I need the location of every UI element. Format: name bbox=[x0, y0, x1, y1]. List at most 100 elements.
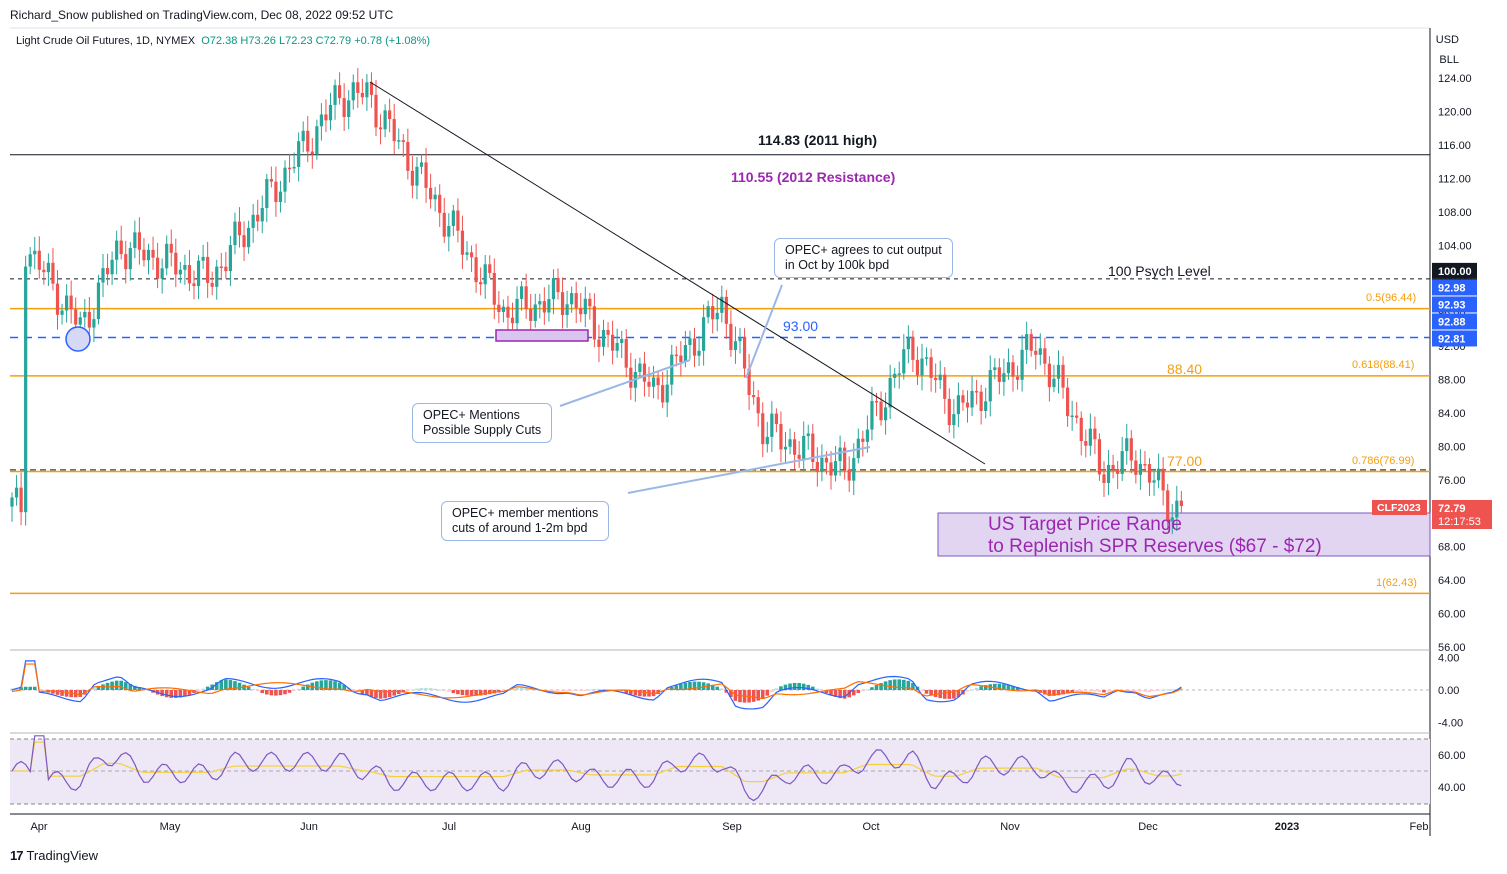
candle-body bbox=[742, 337, 747, 369]
macd-histogram-bar bbox=[870, 687, 874, 690]
candle-body bbox=[342, 98, 346, 117]
macd-histogram-bar bbox=[319, 680, 324, 690]
candle-body bbox=[333, 85, 337, 105]
macd-histogram-bar bbox=[720, 688, 724, 690]
macd-histogram-bar bbox=[10, 688, 14, 690]
candle-body bbox=[69, 295, 73, 310]
candle-body bbox=[192, 283, 196, 287]
candle-body bbox=[724, 296, 728, 324]
macd-histogram-bar bbox=[806, 684, 811, 690]
candle-body bbox=[1011, 362, 1015, 377]
macd-histogram-bar bbox=[560, 690, 565, 692]
candle-body bbox=[488, 264, 492, 273]
macd-histogram-bar bbox=[437, 689, 442, 691]
candle-body bbox=[492, 272, 496, 305]
macd-histogram-bar bbox=[583, 690, 588, 691]
price-tag-box bbox=[1432, 296, 1477, 313]
time-tick-label: Dec bbox=[1138, 821, 1158, 833]
macd-histogram-bar bbox=[629, 690, 633, 695]
macd-histogram-bar bbox=[902, 679, 906, 690]
pointer-supply-cuts bbox=[559, 359, 691, 407]
macd-histogram-bar bbox=[811, 686, 815, 690]
macd-histogram-bar bbox=[406, 690, 410, 691]
macd-histogram-bar bbox=[774, 688, 779, 690]
macd-histogram-bar bbox=[1165, 689, 1170, 691]
time-tick-label: Oct bbox=[862, 821, 879, 833]
candle-body bbox=[110, 259, 114, 275]
candle-body bbox=[37, 250, 41, 270]
macd-histogram-bar bbox=[51, 690, 55, 694]
pointer-member-cuts bbox=[627, 446, 871, 494]
tradingview-logo[interactable]: 17 TradingView bbox=[10, 848, 98, 863]
note-cut-output-line2: in Oct by 100k bpd bbox=[785, 258, 890, 272]
candle-body bbox=[383, 110, 387, 130]
note-cut-output-line1: OPEC+ agrees to cut output bbox=[785, 243, 942, 257]
macd-histogram-bar bbox=[892, 679, 897, 690]
macd-histogram-bar bbox=[133, 685, 137, 690]
candle-body bbox=[242, 235, 246, 248]
candle-body bbox=[124, 254, 128, 270]
candle-body bbox=[838, 447, 842, 462]
candle-body bbox=[1056, 364, 1061, 379]
level-label-psych: 100 Psych Level bbox=[1108, 263, 1211, 279]
target-zone-line2: to Replenish SPR Reserves ($67 - $72) bbox=[988, 536, 1322, 557]
price-tag-label: 100.00 bbox=[1438, 266, 1472, 278]
candle-body bbox=[893, 373, 897, 378]
candle-body bbox=[847, 469, 851, 481]
macd-histogram-bar bbox=[1088, 690, 1093, 692]
candle-body bbox=[1106, 464, 1111, 484]
downtrend-line bbox=[369, 81, 986, 465]
price-tag-label: 92.88 bbox=[1438, 316, 1466, 328]
macd-histogram-bar bbox=[1047, 690, 1052, 696]
macd-histogram-bar bbox=[456, 690, 460, 695]
candle-body bbox=[260, 207, 264, 222]
candle-body bbox=[1093, 428, 1097, 440]
candle-body bbox=[529, 309, 533, 321]
macd-histogram-bar bbox=[369, 690, 374, 697]
candle-body bbox=[565, 304, 569, 315]
candle-body bbox=[283, 167, 287, 192]
candle-body bbox=[128, 248, 132, 270]
candle-body bbox=[624, 339, 628, 368]
candle-body bbox=[10, 497, 14, 507]
candle-body bbox=[920, 358, 924, 376]
candle-body bbox=[392, 119, 396, 142]
candle-body bbox=[1043, 348, 1047, 364]
macd-histogram-bar bbox=[1002, 684, 1006, 690]
candle-body bbox=[196, 260, 201, 287]
price-tick-label: 88.00 bbox=[1438, 374, 1466, 386]
candle-body bbox=[451, 210, 455, 226]
rsi-tick-label: 40.00 bbox=[1438, 782, 1466, 794]
candle-body bbox=[1015, 376, 1020, 380]
candle-body bbox=[984, 401, 988, 411]
candle-body bbox=[324, 114, 328, 121]
candle-body bbox=[119, 240, 123, 255]
candle-body bbox=[265, 179, 269, 208]
macd-histogram-bar bbox=[137, 687, 142, 690]
macd-histogram-bar bbox=[1093, 690, 1097, 692]
macd-histogram-bar bbox=[533, 689, 538, 691]
candle-body bbox=[65, 295, 69, 311]
candle-body bbox=[497, 304, 501, 312]
candle-body bbox=[865, 429, 869, 442]
candle-body bbox=[1084, 441, 1088, 446]
macd-histogram-bar bbox=[888, 680, 892, 690]
candle-body bbox=[843, 447, 847, 470]
macd-histogram-bar bbox=[829, 690, 833, 696]
fib-label-05: 0.5(96.44) bbox=[1366, 292, 1417, 304]
candle-body bbox=[1170, 517, 1174, 522]
candle-body bbox=[1047, 363, 1051, 388]
candle-body bbox=[551, 278, 556, 300]
candle-body bbox=[456, 210, 460, 231]
price-tick-label: 116.00 bbox=[1438, 140, 1471, 152]
currency-label: USD bbox=[1435, 34, 1459, 46]
countdown-label: 12:17:53 bbox=[1438, 516, 1481, 528]
candle-body bbox=[752, 395, 756, 398]
rsi-line bbox=[11, 735, 1182, 802]
price-tick-label: 56.00 bbox=[1438, 642, 1466, 654]
candle-body bbox=[187, 265, 192, 284]
candle-body bbox=[306, 130, 310, 152]
candle-body bbox=[42, 269, 46, 273]
macd-histogram-bar bbox=[228, 680, 233, 690]
